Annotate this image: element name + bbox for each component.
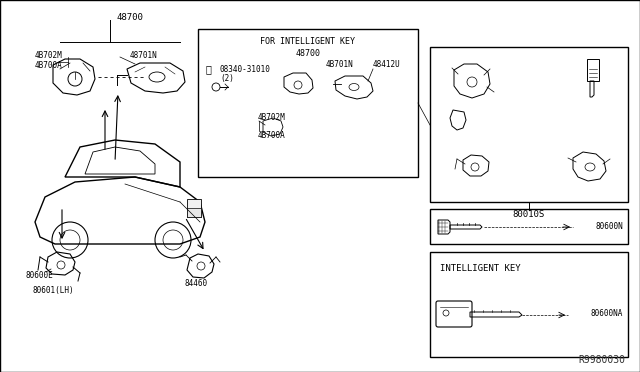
Text: 80010S: 80010S <box>513 209 545 218</box>
FancyBboxPatch shape <box>436 301 472 327</box>
Bar <box>187 199 201 217</box>
Text: 48412U: 48412U <box>373 60 401 68</box>
Text: 80600N: 80600N <box>595 221 623 231</box>
Text: FOR INTELLIGENT KEY: FOR INTELLIGENT KEY <box>260 37 355 46</box>
Text: 48700: 48700 <box>116 13 143 22</box>
Text: 80600NA: 80600NA <box>591 310 623 318</box>
Text: 08340-31010: 08340-31010 <box>220 64 271 74</box>
Bar <box>198 29 418 177</box>
Text: 4B700A: 4B700A <box>35 61 63 70</box>
Text: 4B702M: 4B702M <box>258 112 285 122</box>
Bar <box>187 208 201 217</box>
Text: Ⓢ: Ⓢ <box>206 64 212 74</box>
Bar <box>430 47 628 202</box>
Text: 48700: 48700 <box>296 49 321 58</box>
Bar <box>587 59 599 81</box>
Text: 48701N: 48701N <box>130 51 157 60</box>
Text: 4B702M: 4B702M <box>35 51 63 60</box>
Text: (2): (2) <box>220 74 234 83</box>
Text: 4B700A: 4B700A <box>258 131 285 140</box>
Text: R9980030: R9980030 <box>578 355 625 365</box>
Text: 4B701N: 4B701N <box>326 60 354 68</box>
Text: 84460: 84460 <box>184 279 207 289</box>
Text: INTELLIGENT KEY: INTELLIGENT KEY <box>440 264 520 273</box>
Bar <box>430 252 628 357</box>
Text: 80600E: 80600E <box>25 270 52 279</box>
Bar <box>430 209 628 244</box>
Text: 80601(LH): 80601(LH) <box>32 285 74 295</box>
